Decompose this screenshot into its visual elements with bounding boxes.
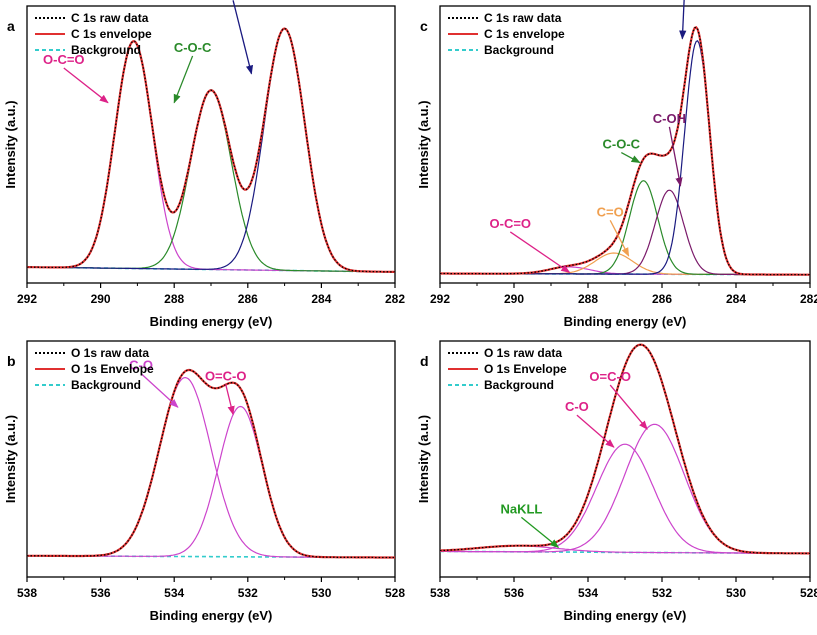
- y-axis-label: Intensity (a.u.): [3, 415, 18, 503]
- x-axis-label: Binding energy (eV): [564, 314, 687, 329]
- x-tick-label: 288: [578, 292, 598, 306]
- annotation-arrow: [63, 67, 109, 104]
- x-tick-label: 536: [504, 586, 524, 600]
- curves: [27, 27, 395, 273]
- annotation-label: O-C=O: [43, 52, 85, 67]
- x-tick-label: 288: [164, 292, 184, 306]
- legend-entry: O 1s raw data: [71, 346, 149, 360]
- chart-panel-a: 292 290 288 286 284 282 Binding energy (eV) Int…: [3, 0, 405, 329]
- annotation-label: C-O-C: [603, 137, 641, 152]
- legend-entry: O 1s raw data: [484, 346, 562, 360]
- chart-panel-c: 292 290 288 286 284 282 Binding energy (eV) Int…: [416, 0, 817, 329]
- x-tick-label: 538: [430, 586, 450, 600]
- annotation-label: C=O: [597, 204, 624, 219]
- x-tick-label: 286: [652, 292, 672, 306]
- annotation-arrow: [679, 0, 687, 40]
- annotation-label: NaKLL: [500, 501, 542, 516]
- x-tick-label: 536: [91, 586, 111, 600]
- x-tick-label: 534: [578, 586, 598, 600]
- x-tick-label: 534: [164, 586, 184, 600]
- x-tick-label: 284: [311, 292, 331, 306]
- x-tick-label: 290: [504, 292, 524, 306]
- envelope-line: [27, 368, 395, 559]
- raw-data-line: [27, 27, 395, 273]
- x-tick-label: 286: [238, 292, 258, 306]
- y-axis-label: Intensity (a.u.): [416, 100, 431, 188]
- x-tick-label: 530: [726, 586, 746, 600]
- component-peak-c-o: [440, 443, 810, 555]
- x-tick-label: 282: [800, 292, 817, 306]
- component-peak-o-c-o: [27, 405, 395, 559]
- annotation-arrow: [225, 384, 235, 416]
- legend-entry: Background: [484, 43, 554, 57]
- x-tick-label: 532: [238, 586, 258, 600]
- background-line: [27, 554, 395, 559]
- annotation-label: C-OH: [653, 111, 686, 126]
- y-axis-label: Intensity (a.u.): [3, 100, 18, 188]
- annotation-arrow: [668, 126, 683, 187]
- curves: [27, 368, 395, 559]
- component-peak-c-o: [27, 376, 395, 559]
- legend-entry: C 1s raw data: [71, 11, 149, 25]
- annotation-label: O-C=O: [490, 216, 532, 231]
- x-tick-label: 528: [800, 586, 817, 600]
- x-axis-label: Binding energy (eV): [564, 608, 687, 623]
- annotation-arrow: [520, 516, 560, 548]
- legend-entry: Background: [71, 378, 141, 392]
- component-peak-c-o-c: [27, 89, 395, 273]
- panel-letter: b: [7, 353, 16, 369]
- component-peak-o-c-o: [27, 40, 395, 273]
- component-peak-c-c-c-h: [440, 40, 810, 276]
- annotation-arrow: [173, 55, 194, 104]
- panel-letter: d: [420, 353, 429, 369]
- x-axis-label: Binding energy (eV): [150, 314, 273, 329]
- envelope-line: [440, 343, 810, 555]
- legend-entry: Background: [484, 378, 554, 392]
- panel-letter: a: [7, 18, 15, 34]
- annotation-arrow: [609, 219, 630, 257]
- annotation-arrow: [609, 384, 648, 430]
- raw-data-line: [27, 369, 395, 559]
- annotation-arrow: [140, 373, 179, 408]
- x-tick-label: 538: [17, 586, 37, 600]
- x-tick-label: 532: [652, 586, 672, 600]
- curves: [440, 25, 810, 276]
- chart-panel-d: 538 536 534 532 530 528 Binding energy (eV) Int…: [416, 340, 817, 623]
- x-tick-label: 528: [385, 586, 405, 600]
- legend-entry: C 1s envelope: [71, 27, 152, 41]
- component-peak-c-o: [440, 252, 810, 276]
- annotation-label: O=C-O: [589, 369, 631, 384]
- curves: [440, 343, 810, 555]
- x-tick-label: 292: [17, 292, 37, 306]
- y-axis-label: Intensity (a.u.): [416, 415, 431, 503]
- legend-entry: O 1s Envelope: [71, 362, 154, 376]
- legend-entry: O 1s Envelope: [484, 362, 567, 376]
- x-tick-label: 284: [726, 292, 746, 306]
- legend-entry: C 1s envelope: [484, 27, 565, 41]
- annotation-arrow: [509, 231, 571, 273]
- annotation-label: C-O-C: [174, 40, 212, 55]
- annotation-arrow: [232, 0, 254, 75]
- raw-data-line: [440, 26, 810, 276]
- annotation-label: O=C-O: [205, 368, 247, 383]
- x-axis-label: Binding energy (eV): [150, 608, 273, 623]
- chart-panel-b: 538 536 534 532 530 528 Binding energy (eV) Int…: [3, 340, 405, 623]
- annotation-label: C-O: [565, 399, 589, 414]
- x-tick-label: 292: [430, 292, 450, 306]
- annotation-label: C-O: [129, 358, 153, 373]
- legend-entry: Background: [71, 43, 141, 57]
- x-tick-label: 530: [311, 586, 331, 600]
- x-tick-label: 282: [385, 292, 405, 306]
- x-tick-label: 290: [91, 292, 111, 306]
- panel-letter: c: [420, 18, 428, 34]
- annotation-arrow: [620, 151, 641, 164]
- annotation-arrow: [576, 414, 615, 448]
- legend-entry: C 1s raw data: [484, 11, 562, 25]
